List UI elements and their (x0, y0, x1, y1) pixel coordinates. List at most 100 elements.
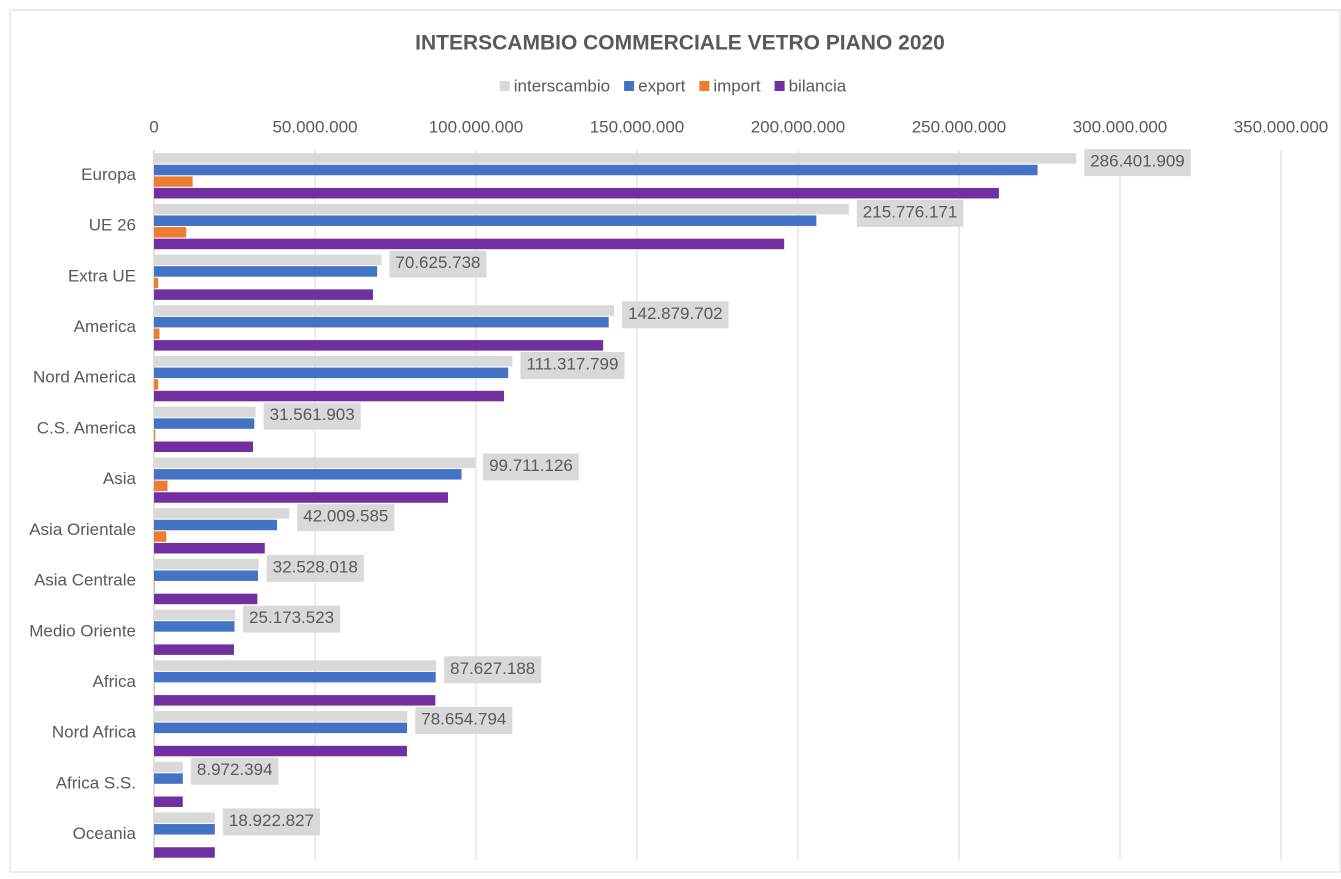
legend-label: bilancia (789, 76, 847, 95)
data-label-box (483, 453, 579, 481)
y-tick-label: C.S. America (37, 418, 137, 437)
y-tick-label: Medio Oriente (29, 621, 136, 640)
data-label: 31.561.903 (270, 405, 355, 424)
y-tick-label: Asia Orientale (29, 520, 136, 539)
legend-swatch (774, 81, 785, 91)
bar (154, 429, 156, 441)
bar (154, 289, 373, 300)
x-tick-label: 350.000.000 (1234, 117, 1329, 136)
y-tick-label: Oceania (73, 824, 137, 843)
data-label-box (263, 402, 361, 430)
data-label: 32.528.018 (273, 557, 358, 576)
bar (154, 238, 785, 250)
y-tick-label: Extra UE (68, 266, 136, 285)
y-tick-label: America (74, 317, 137, 336)
bar (154, 379, 159, 390)
data-label: 18.922.827 (229, 811, 314, 830)
data-label: 25.173.523 (249, 608, 334, 627)
legend-label: interscambio (514, 76, 610, 95)
data-label: 42.009.585 (303, 507, 388, 526)
bar (154, 644, 234, 655)
data-label-box (190, 757, 279, 785)
data-label-box (389, 250, 487, 278)
data-label-box (622, 301, 729, 329)
data-label: 87.627.188 (450, 659, 535, 678)
x-tick-label: 200.000.000 (751, 117, 846, 136)
data-label: 70.625.738 (395, 253, 480, 272)
bar (154, 531, 167, 542)
chart-border (9, 9, 1341, 873)
bar (154, 187, 999, 199)
legend-swatch (699, 81, 710, 91)
x-tick-label: 0 (149, 117, 158, 136)
bar (154, 660, 437, 671)
bar (154, 227, 187, 238)
data-label-box (243, 605, 341, 633)
y-tick-label: Africa S.S. (56, 773, 136, 792)
bar (154, 277, 159, 289)
bar (154, 695, 436, 706)
x-tick-label: 100.000.000 (429, 117, 524, 136)
data-label: 78.654.794 (421, 709, 506, 728)
x-tick-label: 300.000.000 (1073, 117, 1168, 136)
bar (154, 671, 436, 683)
y-tick-label: UE 26 (89, 216, 136, 235)
bar (154, 593, 258, 605)
bar (154, 266, 378, 277)
bar (154, 406, 256, 418)
y-tick-label: Asia (103, 469, 137, 488)
bar (154, 305, 615, 316)
data-label: 8.972.394 (197, 760, 273, 779)
data-label-box (222, 808, 321, 836)
bar (154, 164, 1038, 176)
bar (154, 570, 259, 581)
bar (154, 492, 448, 503)
bar (154, 480, 168, 492)
data-label-box (297, 504, 395, 532)
bar (154, 356, 513, 367)
bar (154, 542, 265, 554)
data-label: 286.401.909 (1090, 152, 1185, 171)
data-label: 215.776.171 (863, 202, 958, 221)
bar (154, 609, 236, 621)
bar (154, 254, 382, 266)
bar (154, 176, 193, 187)
chart-title: INTERSCAMBIO COMMERCIALE VETRO PIANO 202… (415, 32, 945, 55)
bar (154, 367, 509, 379)
legend-label: import (713, 76, 761, 95)
bar (154, 390, 505, 402)
bar (154, 519, 278, 531)
x-tick-label: 150.000.000 (590, 117, 685, 136)
bar (154, 761, 183, 773)
data-label-box (520, 352, 625, 380)
bar (154, 418, 255, 429)
bar (154, 773, 183, 784)
y-tick-label: Europa (81, 165, 136, 184)
bar (154, 745, 407, 757)
data-label-box (1084, 149, 1191, 177)
y-tick-label: Africa (93, 672, 137, 691)
y-tick-label: Nord Africa (52, 723, 137, 742)
x-tick-label: 250.000.000 (912, 117, 1007, 136)
bar (154, 203, 849, 215)
legend-swatch (624, 81, 635, 91)
data-label: 142.879.702 (628, 304, 723, 323)
bar (154, 340, 604, 351)
data-label-box (444, 656, 542, 684)
bar (154, 582, 155, 593)
bar (154, 711, 408, 722)
x-tick-label: 50.000.000 (272, 117, 357, 136)
bar (154, 469, 462, 480)
bar (154, 457, 476, 468)
data-label-box (266, 554, 364, 582)
bar (154, 621, 235, 632)
y-tick-label: Nord America (33, 368, 137, 387)
bar (154, 796, 183, 808)
legend-swatch (499, 81, 510, 91)
bar (154, 824, 215, 835)
bar (154, 316, 609, 328)
bar (154, 812, 215, 823)
data-label-box (415, 707, 513, 735)
bar (154, 153, 1077, 164)
